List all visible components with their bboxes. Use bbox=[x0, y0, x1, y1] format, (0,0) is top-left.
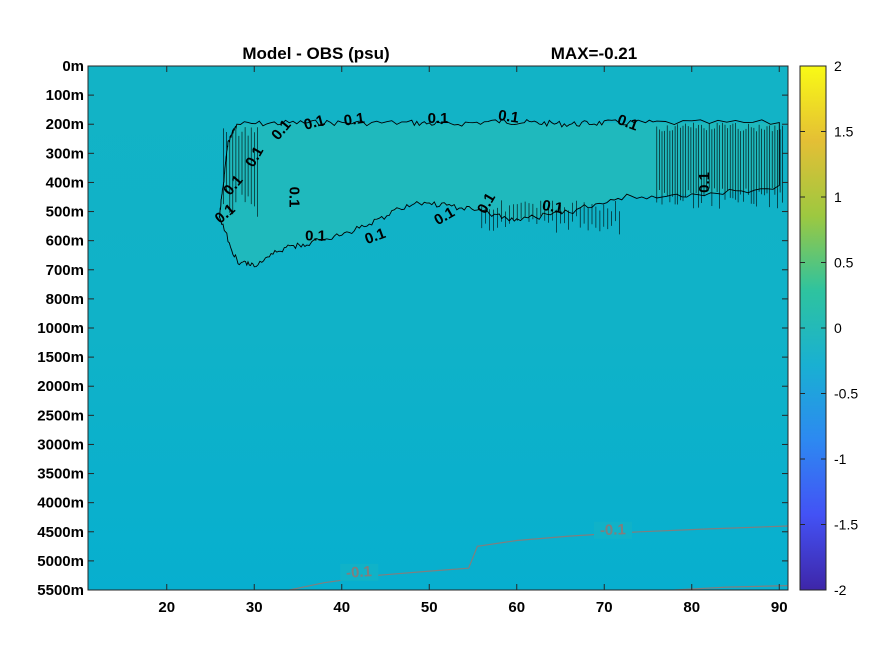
y-tick-label: 300m bbox=[46, 145, 84, 162]
colorbar-tick-label: 1.5 bbox=[834, 124, 854, 140]
y-tick-label: 800m bbox=[46, 291, 84, 308]
x-tick-label: 40 bbox=[333, 599, 350, 616]
y-tick-label: 200m bbox=[46, 116, 84, 133]
y-tick-label: 5500m bbox=[37, 582, 84, 599]
x-tick-label: 60 bbox=[508, 599, 525, 616]
y-tick-label: 1000m bbox=[37, 320, 84, 337]
colorbar-tick-label: -1 bbox=[834, 451, 847, 467]
y-tick-label: 100m bbox=[46, 87, 84, 104]
colorbar-tick-label: -2 bbox=[834, 582, 847, 598]
colorbar-tick-label: 0 bbox=[834, 320, 842, 336]
y-tick-label: 4000m bbox=[37, 495, 84, 512]
contour-label-0.1: 0.1 bbox=[305, 228, 326, 245]
x-tick-label: 50 bbox=[421, 599, 438, 616]
colorbar-tick-label: -0.5 bbox=[834, 386, 858, 402]
colorbar-tick-label: -1.5 bbox=[834, 517, 858, 533]
y-tick-label: 0m bbox=[62, 58, 84, 75]
contour-label-0.1: 0.1 bbox=[696, 172, 713, 193]
contour-label-0.1: 0.1 bbox=[497, 107, 520, 127]
anomaly-field bbox=[219, 121, 780, 267]
contour-label-0.1: 0.1 bbox=[302, 112, 327, 134]
y-tick-label: 1500m bbox=[37, 349, 84, 366]
contour-label-bg bbox=[594, 521, 632, 539]
contour-label-0.1: 0.1 bbox=[285, 187, 302, 208]
max-label: MAX=-0.21 bbox=[551, 44, 637, 63]
contour-label-0.1: 0.1 bbox=[615, 111, 640, 134]
x-tick-label: 90 bbox=[771, 599, 788, 616]
colorbar-ticks: 2 1.5 1 0.5 0 -0.5 -1 -1.5 -2 bbox=[800, 58, 858, 598]
y-tick-label: 400m bbox=[46, 174, 84, 191]
y-tick-label: 3500m bbox=[37, 466, 84, 483]
x-tick-label: 20 bbox=[158, 599, 175, 616]
contour-lines: 0.1 0.1 0.1 0.1 0.10.10.10.10.10.10.1 0.10.1 0… bbox=[212, 107, 788, 590]
y-tick-label: 500m bbox=[46, 204, 84, 221]
colorbar-tick-label: 1 bbox=[834, 189, 842, 205]
chart-title: Model - OBS (psu) bbox=[242, 44, 389, 63]
contour-line-0.1 bbox=[218, 118, 780, 268]
contour-label-0.1: 0.1 bbox=[541, 197, 564, 217]
y-tick-label: 700m bbox=[46, 262, 84, 279]
contour-label-neg-0.1: -0.1 bbox=[600, 521, 626, 539]
contour-label-0.1: 0.1 bbox=[428, 110, 449, 127]
positive-anomaly-region bbox=[219, 121, 780, 267]
x-axis: 20 30 40 50 60 70 80 90 bbox=[158, 66, 788, 616]
colorbar-tick-label: 0.5 bbox=[834, 255, 854, 271]
y-tick-label: 600m bbox=[46, 233, 84, 250]
y-tick-label: 5000m bbox=[37, 553, 84, 570]
y-tick-label: 2000m bbox=[37, 378, 84, 395]
colorbar-tick-label: 2 bbox=[834, 58, 842, 74]
contour-label-bg bbox=[340, 563, 379, 581]
x-tick-label: 30 bbox=[246, 599, 263, 616]
contour-label-0.1: 0.1 bbox=[363, 225, 388, 248]
y-tick-label: 3000m bbox=[37, 436, 84, 453]
y-axis: 0m 100m 200m 300m 400m 500m 600m 700m 800m 1000m 1… bbox=[37, 58, 788, 599]
contour-label-0.1: 0.1 bbox=[343, 110, 366, 130]
x-tick-label: 70 bbox=[596, 599, 613, 616]
contour-label-neg-0.1: -0.1 bbox=[345, 563, 372, 582]
contour-noise bbox=[223, 122, 783, 235]
y-tick-label: 2500m bbox=[37, 407, 84, 424]
y-tick-label: 4500m bbox=[37, 524, 84, 541]
x-tick-label: 80 bbox=[683, 599, 700, 616]
